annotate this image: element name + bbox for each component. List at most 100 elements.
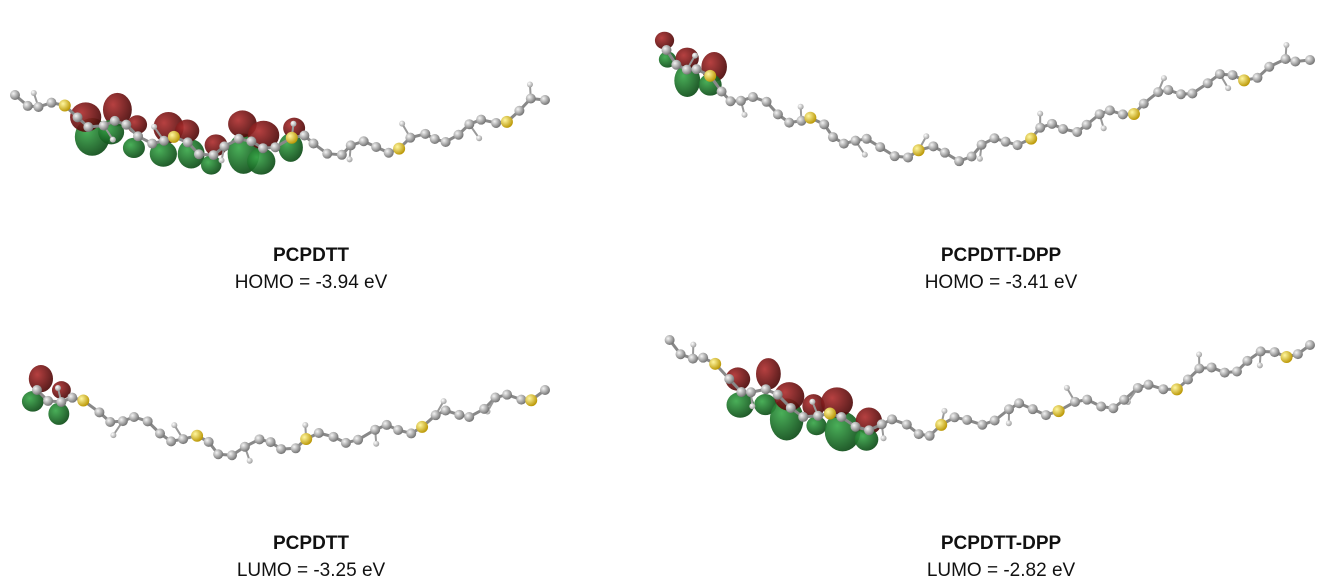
carbon-atom (851, 422, 861, 432)
carbon-atom (724, 374, 734, 384)
carbon-atom (1014, 398, 1024, 408)
carbon-atom (928, 141, 938, 151)
carbon-atom (67, 393, 77, 403)
carbon-atom (1133, 383, 1143, 393)
carbon-atom (676, 349, 686, 359)
sulfur-atom (393, 143, 405, 155)
hydrogen-atom (798, 104, 804, 110)
carbon-atom (1095, 109, 1105, 119)
carbon-atom (227, 450, 237, 460)
carbon-atom (441, 137, 451, 147)
carbon-atom (903, 152, 913, 162)
sulfur-atom (935, 419, 947, 431)
carbon-atom (526, 93, 536, 103)
carbon-atom (1281, 54, 1291, 64)
carbon-atom (99, 121, 109, 131)
carbon-atom (1047, 119, 1057, 129)
hydrogen-atom (347, 156, 353, 162)
carbon-atom (133, 131, 143, 141)
panel-label: PCPDTT-DPP HOMO = -3.41 eV (925, 245, 1078, 293)
molecule (655, 32, 1315, 166)
hydrogen-atom (373, 441, 379, 447)
orbital-lobe (123, 138, 145, 158)
carbon-atom (798, 412, 808, 422)
carbon-atom (110, 116, 120, 126)
panel-label: PCPDTT HOMO = -3.94 eV (235, 245, 388, 293)
carbon-atom (1242, 356, 1252, 366)
sulfur-atom (525, 394, 537, 406)
carbon-atom (1228, 70, 1238, 80)
carbon-atom (194, 149, 204, 159)
sulfur-atom (1171, 383, 1183, 395)
carbon-atom (1108, 403, 1118, 413)
carbon-atom (166, 436, 176, 446)
carbon-atom (1183, 374, 1193, 384)
sulfur-atom (824, 407, 836, 419)
hydrogen-atom (399, 121, 405, 127)
carbon-atom (1256, 346, 1266, 356)
carbon-atom (1139, 99, 1149, 109)
carbon-atom (977, 420, 987, 430)
carbon-atom (950, 412, 960, 422)
carbon-atom (1082, 120, 1092, 130)
hydrogen-atom (692, 53, 698, 59)
figure: PCPDTT HOMO = -3.94 eV PCPDTT-DPP HOMO =… (0, 0, 1319, 580)
carbon-atom (692, 64, 702, 74)
carbon-atom (393, 425, 403, 435)
carbon-atom (56, 397, 66, 407)
carbon-atom (370, 425, 380, 435)
carbon-atom (258, 143, 268, 153)
carbon-atom (454, 410, 464, 420)
hydrogen-atom (1006, 420, 1012, 426)
orbital-energy: HOMO = -3.94 eV (235, 272, 388, 293)
carbon-atom (1028, 404, 1038, 414)
molecule (22, 365, 550, 464)
sulfur-atom (191, 430, 203, 442)
carbon-atom (464, 412, 474, 422)
sulfur-atom (804, 112, 816, 124)
carbon-atom (10, 90, 20, 100)
orbital-lobes (725, 358, 882, 451)
carbon-atom (143, 416, 153, 426)
atoms (32, 385, 550, 464)
carbon-atom (209, 150, 219, 160)
sulfur-atom (77, 394, 89, 406)
carbon-atom (540, 95, 550, 105)
carbon-atom (1293, 349, 1303, 359)
carbon-atom (962, 415, 972, 425)
carbon-atom (748, 92, 758, 102)
hydrogen-atom (110, 137, 116, 143)
carbon-atom (1207, 362, 1217, 372)
carbon-atom (147, 139, 157, 149)
carbon-atom (159, 136, 169, 146)
carbon-atom (836, 412, 846, 422)
carbon-atom (902, 420, 912, 430)
carbon-atom (234, 134, 244, 144)
carbon-atom (1153, 87, 1163, 97)
carbon-atom (1070, 397, 1080, 407)
carbon-atom (1194, 363, 1204, 373)
carbon-atom (219, 141, 229, 151)
carbon-atom (420, 129, 430, 139)
hydrogen-atom (290, 121, 296, 127)
molecule (10, 81, 550, 174)
carbon-atom (73, 112, 83, 122)
carbon-atom (454, 130, 464, 140)
hydrogen-atom (977, 156, 983, 162)
carbon-atom (337, 150, 347, 160)
hydrogen-atom (1283, 42, 1289, 48)
carbon-atom (762, 97, 772, 107)
molecule-name: PCPDTT-DPP (941, 245, 1062, 266)
orbital-energy: LUMO = -2.82 eV (927, 560, 1076, 580)
sulfur-atom (1238, 74, 1250, 86)
carbon-atom (725, 96, 735, 106)
carbon-atom (183, 137, 193, 147)
carbon-atom (1118, 109, 1128, 119)
sulfur-atom (1025, 133, 1037, 145)
hydrogen-atom (55, 385, 61, 391)
carbon-atom (665, 335, 675, 345)
hydrogen-atom (690, 342, 696, 348)
carbon-atom (1252, 73, 1262, 83)
carbon-atom (382, 420, 392, 430)
carbon-atom (890, 151, 900, 161)
